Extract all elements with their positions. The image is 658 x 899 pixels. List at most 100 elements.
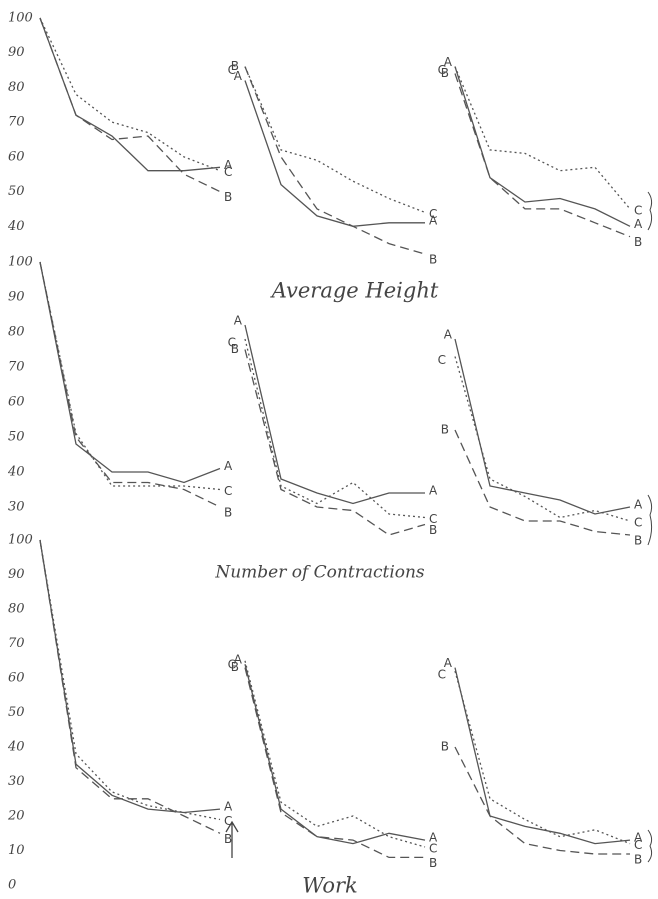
series-label: A <box>444 656 453 670</box>
line-solid <box>454 338 631 515</box>
line-solid <box>244 664 426 845</box>
brace <box>647 829 653 863</box>
series-label: B <box>634 852 642 866</box>
y-tick-label: 90 <box>8 290 25 305</box>
series-label: B <box>231 59 239 73</box>
series-label: B <box>441 423 449 437</box>
line-dotted <box>39 539 221 821</box>
series-label: A <box>429 831 438 845</box>
series-label: A <box>234 314 243 328</box>
line-solid <box>244 324 425 505</box>
series-label: C <box>224 484 232 498</box>
y-tick-label: 80 <box>8 80 25 95</box>
series-label: B <box>429 253 437 267</box>
series-label: A <box>224 459 233 473</box>
series-label: C <box>634 516 642 530</box>
series-label: B <box>441 740 449 754</box>
brace <box>647 494 653 546</box>
series-label: A <box>429 484 438 498</box>
series-label: C <box>438 668 446 682</box>
line-dotted <box>39 17 221 172</box>
series-label: C <box>228 657 236 671</box>
series-label: C <box>429 207 437 221</box>
series-label: C <box>429 512 437 526</box>
y-tick-label: 60 <box>8 395 25 410</box>
series-label: B <box>429 856 437 870</box>
y-tick-label: 20 <box>7 809 25 824</box>
line-dotted <box>244 66 426 214</box>
y-tick-label: 80 <box>8 325 25 340</box>
chart-title: Number of Contractions <box>214 563 425 583</box>
series-label: B <box>634 235 642 249</box>
series-label: A <box>444 55 453 69</box>
line-dashed <box>454 73 631 238</box>
series-label: A <box>224 800 233 814</box>
line-solid <box>39 261 221 484</box>
brace <box>647 191 653 231</box>
series-label: C <box>438 353 446 367</box>
line-solid <box>454 66 631 227</box>
series-label: A <box>634 831 643 845</box>
y-tick-label: 30 <box>8 500 25 515</box>
y-tick-label: 70 <box>8 636 25 651</box>
series-label: C <box>224 814 232 828</box>
line-dashed <box>244 667 425 859</box>
line-dashed <box>39 17 221 193</box>
y-tick-label: 80 <box>8 602 25 617</box>
line-dotted <box>454 66 631 210</box>
line-dotted <box>244 338 426 519</box>
y-tick-label: 70 <box>8 360 25 375</box>
series-label: A <box>429 213 438 227</box>
line-dashed <box>39 261 221 508</box>
series-label: B <box>231 342 239 356</box>
series-label: B <box>224 190 232 204</box>
y-tick-label: 60 <box>8 149 25 164</box>
series-label: B <box>429 523 437 537</box>
series-label: C <box>634 203 642 217</box>
y-tick-label: 50 <box>8 705 25 720</box>
series-label: C <box>224 165 232 179</box>
line-dotted <box>454 356 631 522</box>
line-dashed <box>244 66 426 255</box>
series-label: B <box>441 66 449 80</box>
series-label: B <box>634 534 642 548</box>
series-label: B <box>224 506 232 520</box>
series-label: A <box>234 653 243 667</box>
line-dotted <box>454 670 631 845</box>
y-tick-label: 100 <box>8 11 33 26</box>
line-dashed <box>244 349 426 536</box>
line-solid <box>39 17 221 172</box>
series-label: B <box>231 660 239 674</box>
y-tick-label: 40 <box>7 465 25 480</box>
y-tick-label: 50 <box>8 430 25 445</box>
line-dotted <box>39 261 221 491</box>
y-tick-label: 0 <box>8 878 16 893</box>
y-tick-label: 60 <box>8 671 25 686</box>
series-label: C <box>429 842 437 856</box>
series-label: A <box>234 69 243 83</box>
series-label: A <box>224 158 233 172</box>
line-dashed <box>454 429 631 536</box>
y-tick-label: 70 <box>8 115 25 130</box>
y-tick-label: 100 <box>8 533 33 548</box>
line-dashed <box>39 539 221 834</box>
series-label: A <box>634 498 643 512</box>
y-tick-label: 90 <box>8 45 25 60</box>
arrow <box>225 820 239 858</box>
series-label: A <box>444 328 453 342</box>
series-label: C <box>634 838 642 852</box>
series-label: C <box>228 63 236 77</box>
line-solid <box>244 80 425 227</box>
y-tick-label: 40 <box>7 219 25 234</box>
y-tick-label: 40 <box>7 740 25 755</box>
line-dashed <box>454 746 630 855</box>
y-tick-label: 90 <box>8 567 25 582</box>
line-dotted <box>244 660 426 848</box>
line-solid <box>454 667 631 845</box>
chart-title: Average Height <box>270 279 439 303</box>
y-tick-label: 50 <box>8 184 25 199</box>
series-label: C <box>438 63 446 77</box>
series-label: B <box>224 832 232 846</box>
y-tick-label: 30 <box>8 774 25 789</box>
